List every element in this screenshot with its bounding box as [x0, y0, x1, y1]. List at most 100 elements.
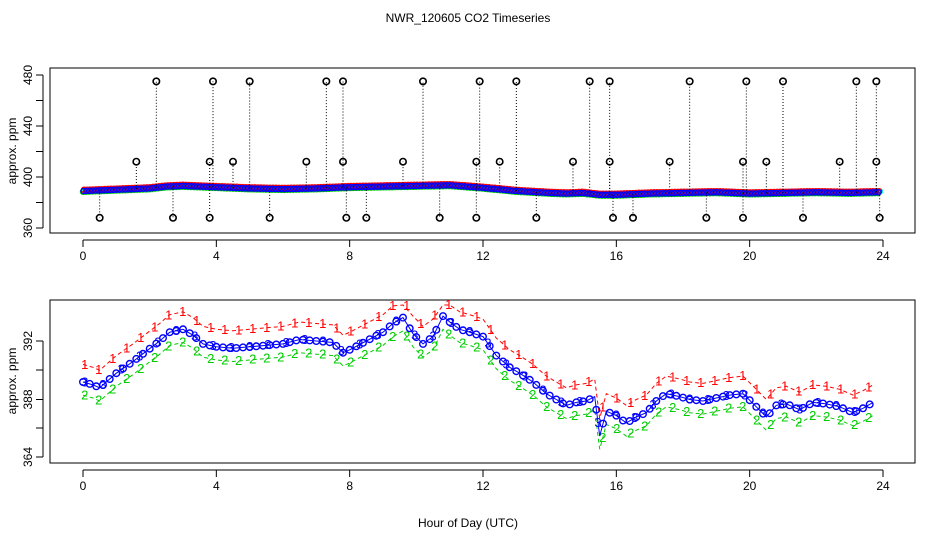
top-baseline-point [365, 183, 372, 191]
top-spike-low-point [702, 213, 711, 222]
bottom-series-1-marker: 1 [725, 370, 732, 385]
top-baseline-point [164, 183, 171, 190]
top-baseline-point [467, 183, 474, 191]
top-baseline-point [326, 184, 333, 192]
top-baseline-point [482, 184, 489, 192]
bottom-y-tick-label: 392 [21, 331, 35, 351]
top-baseline-point [728, 189, 735, 197]
top-baseline-point [179, 182, 186, 190]
bottom-series-2-marker: 2 [291, 346, 298, 361]
top-y-tick-label: 440 [21, 116, 35, 136]
top-baseline-point [830, 189, 837, 196]
top-baseline-point [638, 190, 645, 198]
top-baseline-point [566, 190, 573, 197]
top-baseline-point [821, 189, 828, 196]
bottom-series-3-marker: 3 [631, 410, 638, 425]
top-spike-high-point [322, 77, 331, 86]
bottom-series-3-marker: 3 [778, 397, 785, 412]
top-baseline-point [347, 183, 354, 191]
bottom-series-2-marker: 2 [165, 338, 172, 353]
bottom-series-1-marker: 1 [543, 368, 550, 383]
top-spike-high-point [778, 77, 787, 86]
bottom-series-3-point [85, 379, 94, 388]
bottom-series-2-marker: 2 [501, 368, 508, 383]
bottom-plot-frame [49, 299, 916, 464]
bottom-series-1-marker: 1 [571, 377, 578, 392]
top-baseline-point [368, 183, 375, 191]
top-spike-low-point [169, 213, 178, 222]
top-baseline-point [95, 187, 102, 194]
bottom-series-3-point [839, 404, 848, 413]
bottom-series-3-marker: 3 [154, 334, 161, 349]
top-baseline-point [476, 184, 483, 191]
bottom-series-3-point [645, 404, 654, 413]
top-baseline-point [272, 185, 279, 193]
top-baseline-point [275, 185, 282, 193]
top-x-tick-label: 24 [876, 249, 890, 263]
bottom-series-1-marker: 1 [319, 316, 326, 331]
top-baseline-point [779, 189, 786, 197]
bottom-series-2-marker: 2 [655, 404, 662, 419]
top-baseline-point [833, 189, 840, 196]
top-spike-mid-point [872, 157, 881, 166]
top-baseline-point [869, 189, 876, 196]
top-baseline-point [590, 190, 597, 198]
top-baseline-point [845, 189, 852, 197]
bottom-series-3-marker: 3 [576, 394, 583, 409]
bottom-series-3-point [612, 411, 621, 420]
top-baseline-point [458, 182, 465, 190]
bottom-series-2-marker: 2 [725, 401, 732, 416]
top-baseline-point [836, 189, 843, 196]
bottom-series-1-marker: 1 [641, 388, 648, 403]
top-baseline-point [290, 185, 297, 193]
bottom-series-2-marker: 2 [151, 350, 158, 365]
bottom-series-3-point [639, 410, 648, 419]
top-baseline-point [413, 182, 420, 190]
top-baseline-point [851, 189, 858, 197]
top-baseline-point [803, 189, 810, 196]
top-baseline-point [671, 189, 678, 197]
top-baseline-point [128, 185, 135, 193]
bottom-series-1-marker: 1 [193, 313, 200, 328]
bottom-series-3-point [405, 324, 414, 333]
bottom-series-3-marker: 3 [723, 388, 730, 403]
bottom-series-2-marker: 2 [221, 353, 228, 368]
bottom-series-3-marker: 3 [393, 314, 400, 329]
top-baseline-point [419, 182, 426, 190]
bottom-series-1-marker: 1 [851, 386, 858, 401]
bottom-series-3-marker: 3 [741, 387, 748, 402]
top-spike-high-point [605, 77, 614, 86]
top-baseline-point [764, 189, 771, 197]
top-x-tick-label: 8 [346, 249, 353, 263]
bottom-series-3-point [345, 345, 354, 354]
top-baseline-point [515, 187, 522, 195]
top-spike-mid-point [762, 157, 771, 166]
top-baseline-point [362, 183, 369, 191]
top-baseline-point [854, 189, 861, 197]
top-y-tick-label: 400 [21, 167, 35, 187]
bottom-series-3-marker: 3 [484, 336, 491, 351]
top-baseline-point [395, 183, 402, 190]
bottom-series-3-marker: 3 [246, 339, 253, 354]
top-baseline-point [707, 189, 714, 196]
top-spike-mid-point [302, 157, 311, 166]
top-baseline-point [353, 183, 360, 191]
bottom-series-1-marker: 1 [557, 377, 564, 392]
bottom-series-3-marker: 3 [338, 343, 345, 358]
top-baseline-point [389, 183, 396, 190]
top-baseline-point [668, 189, 675, 197]
top-baseline-point [200, 183, 207, 190]
top-baseline-point [497, 186, 504, 193]
bottom-series-3-marker: 3 [448, 315, 455, 330]
bottom-x-tick-label: 12 [476, 479, 490, 493]
top-baseline-point [239, 184, 246, 192]
bottom-series-1-marker: 1 [347, 324, 354, 339]
bottom-series-2-marker: 2 [263, 351, 270, 366]
top-baseline-point [680, 189, 687, 197]
top-baseline-point [719, 189, 726, 196]
bottom-series-3-point [332, 341, 341, 350]
top-baseline-point [506, 187, 513, 194]
top-spike-mid-point [835, 157, 844, 166]
top-baseline-point [677, 189, 684, 197]
